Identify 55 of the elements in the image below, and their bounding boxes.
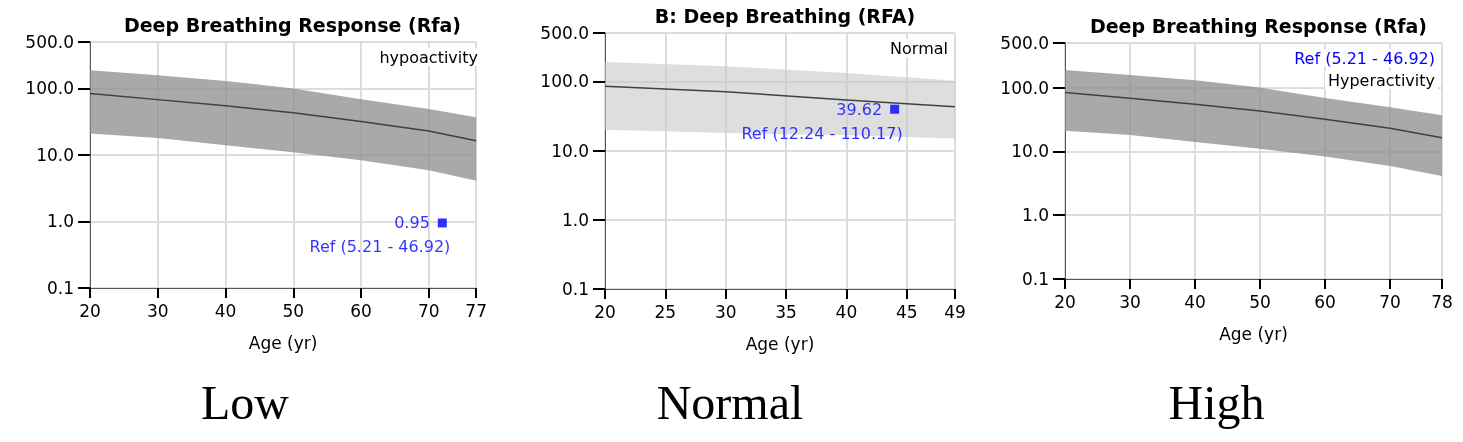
x-axis-title: Age (yr) [1219, 323, 1288, 344]
x-tick-label: 20 [79, 300, 101, 321]
x-axis-title: Age (yr) [745, 333, 815, 354]
annotation: hypoactivity [379, 47, 478, 67]
x-tick-label: 40 [1184, 291, 1206, 312]
annotation: Ref (12.24 - 110.17) [741, 123, 903, 143]
x-tick-label: 40 [835, 301, 858, 322]
annotation: Normal [890, 38, 948, 58]
y-tick-label: 1.0 [1021, 205, 1049, 226]
y-tick-label: 0.1 [1021, 269, 1049, 289]
y-tick-label: 0.1 [561, 279, 589, 299]
y-tick-label: 100.0 [540, 71, 589, 92]
text: High [1168, 375, 1265, 429]
x-tick-label: 50 [1249, 291, 1271, 312]
x-tick-label: 60 [1314, 291, 1336, 312]
y-tick-label: 500.0 [1000, 33, 1049, 53]
annotation: Hyperactivity [1327, 70, 1435, 90]
annotation: Ref (5.21 - 46.92) [1294, 48, 1435, 68]
x-tick-label: 40 [214, 300, 237, 321]
x-tick-label: 70 [1379, 291, 1401, 312]
text: Low [201, 375, 290, 429]
annotation: Ref (5.21 - 46.92) [309, 237, 451, 257]
x-tick-label: 45 [895, 301, 918, 322]
chart-title: B: Deep Breathing (RFA) [654, 4, 916, 27]
data-label: 0.95 [394, 213, 430, 233]
y-tick-label: 1.0 [46, 211, 74, 232]
chart-title: Deep Breathing Response (Rfa) [1089, 14, 1428, 37]
y-tick-label: 500.0 [25, 32, 74, 52]
y-tick-label: 1.0 [561, 209, 589, 230]
x-tick-label: 78 [1431, 291, 1453, 312]
y-tick-label: 500.0 [540, 23, 589, 43]
x-tick-label: 77 [465, 300, 487, 321]
x-tick-label: 60 [350, 300, 372, 321]
text: Normal [656, 375, 804, 429]
y-tick-label: 100.0 [25, 78, 74, 99]
x-tick-label: 30 [714, 301, 737, 322]
chart-title: Deep Breathing Response (Rfa) [123, 13, 462, 36]
x-tick-label: 20 [1054, 291, 1076, 312]
x-tick-label: 49 [944, 301, 966, 322]
x-tick-label: 50 [282, 300, 305, 321]
x-tick-label: 30 [1119, 291, 1141, 312]
y-tick-label: 10.0 [551, 140, 589, 161]
y-tick-label: 0.1 [46, 278, 74, 298]
x-tick-label: 25 [654, 301, 677, 322]
x-tick-label: 70 [417, 300, 440, 321]
y-tick-label: 10.0 [36, 144, 74, 165]
data-label: 39.62 [836, 99, 883, 119]
y-tick-label: 100.0 [1000, 77, 1049, 98]
x-axis-title: Age (yr) [248, 332, 318, 353]
line-series [1064, 91, 1443, 139]
line-series [89, 92, 477, 142]
y-tick-label: 10.0 [1011, 141, 1049, 162]
x-tick-label: 20 [594, 301, 616, 322]
x-tick-label: 30 [146, 300, 169, 321]
x-tick-label: 35 [775, 301, 797, 322]
